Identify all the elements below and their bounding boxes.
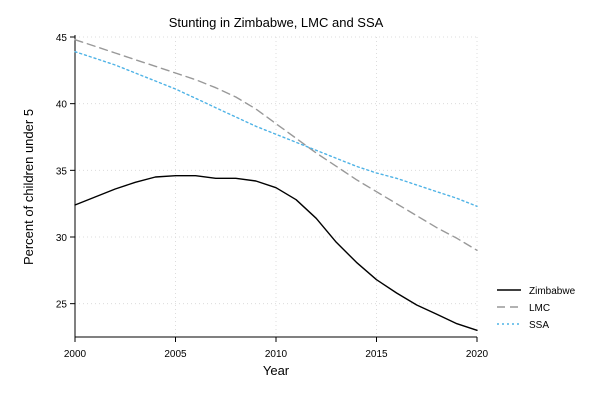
x-tick-label: 2005: [164, 349, 187, 360]
grid: [74, 36, 478, 337]
y-axis-label: Percent of children under 5: [21, 109, 36, 265]
series-line-ssa: [74, 51, 478, 208]
axes: 25 30 35 40 45 2000 2005 2010 2015 2020: [56, 33, 489, 360]
legend-label: SSA: [529, 320, 549, 331]
legend-label: LMC: [529, 303, 550, 314]
x-axis-label: Year: [263, 363, 290, 378]
x-tick-label: 2020: [466, 349, 489, 360]
y-tick-label: 30: [56, 233, 68, 244]
x-tick-label: 2010: [265, 349, 288, 360]
legend: Zimbabwe LMC SSA: [497, 286, 576, 331]
x-tick-label: 2015: [365, 349, 388, 360]
y-tick-label: 35: [56, 166, 68, 177]
chart-title: Stunting in Zimbabwe, LMC and SSA: [169, 15, 384, 30]
y-tick-label: 40: [56, 100, 68, 111]
x-tick-label: 2000: [64, 349, 87, 360]
series-line-zimbabwe: [74, 174, 478, 331]
y-tick-label: 25: [56, 300, 68, 311]
y-tick-label: 45: [56, 33, 68, 44]
series-line-lmc: [74, 39, 478, 252]
legend-label: Zimbabwe: [529, 286, 576, 297]
series-lines: [74, 39, 478, 331]
